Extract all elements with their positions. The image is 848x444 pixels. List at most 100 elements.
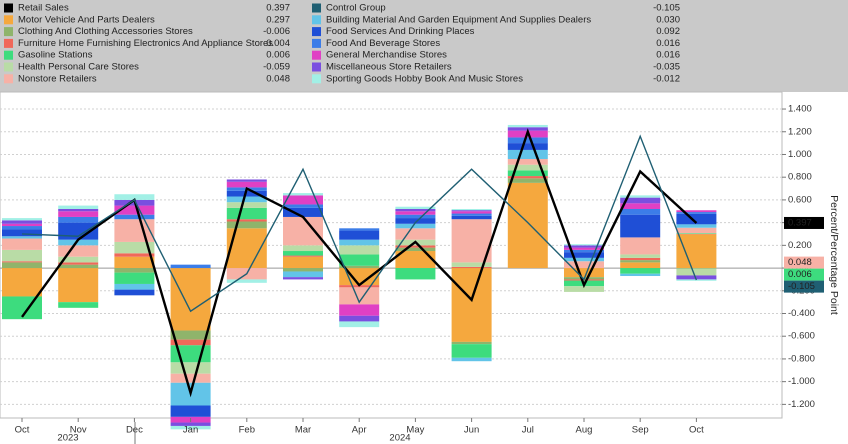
legend-swatch [312, 3, 321, 13]
bar-segment [451, 262, 492, 267]
bar-segment [226, 190, 267, 197]
bar-segment [451, 344, 492, 358]
bar-segment [507, 143, 548, 150]
legend-value: 0.016 [656, 38, 680, 49]
bar-segment [507, 159, 548, 165]
bar-segment [339, 315, 380, 322]
x-tick-label: Aug [576, 425, 593, 436]
legend-swatch [4, 62, 13, 72]
bar-segment [620, 260, 661, 263]
legend-value: -0.059 [263, 62, 290, 73]
bar-segment [620, 214, 661, 238]
bar-segment [2, 249, 42, 262]
bar-segment [339, 230, 380, 240]
bar-segment [451, 268, 492, 342]
bar-segment [564, 286, 604, 292]
bar-segment [226, 221, 267, 229]
legend-label: Retail Sales [18, 3, 69, 14]
legend-value: -0.012 [653, 73, 680, 84]
legend-swatch [4, 27, 13, 37]
bar-segment [114, 219, 155, 242]
legend-value: 0.016 [656, 50, 680, 61]
bar-segment [676, 268, 717, 269]
bar-segment [507, 149, 548, 160]
bar-segment [620, 195, 661, 198]
bar-segment [170, 339, 211, 346]
legend-swatch [312, 38, 321, 48]
bar-segment [620, 208, 661, 215]
bar-segment [226, 219, 267, 222]
bar-segment [620, 257, 661, 261]
bar-segment [451, 208, 492, 211]
value-flag-label: 0.397 [788, 217, 812, 228]
bar-segment [451, 219, 492, 263]
bar-segment [58, 256, 99, 263]
bar-segment [339, 239, 380, 246]
bar-segment [339, 304, 380, 316]
bar-segment [395, 228, 436, 240]
value-flag-label: 0.006 [788, 269, 812, 280]
bar-segment [2, 268, 42, 297]
bar-segment [507, 176, 548, 179]
bar-segment [620, 237, 661, 255]
bar-segment [283, 193, 323, 196]
bar-segment [620, 197, 661, 204]
bar-segment [283, 255, 323, 257]
bar-segment [451, 357, 492, 362]
legend-background [0, 0, 848, 92]
legend-swatch [4, 74, 13, 84]
bar-segment [395, 247, 436, 252]
bar-segment [395, 218, 436, 224]
bar-segment [2, 238, 42, 250]
x-tick-label: Feb [239, 425, 255, 436]
x-tick-label: Sep [632, 425, 649, 436]
legend-swatch [312, 27, 321, 37]
legend-label: Food Services And Drinking Places [326, 26, 475, 37]
bar-segment [2, 226, 42, 230]
legend-value: 0.092 [656, 26, 680, 37]
bar-segment [451, 215, 492, 220]
legend-swatch [312, 74, 321, 84]
bar-segment [58, 245, 99, 257]
bar-segment [2, 236, 42, 239]
x-tick-label: Jul [522, 425, 534, 436]
bar-segment [620, 268, 661, 274]
bar-segment [620, 203, 661, 209]
y-tick-label: 1.400 [788, 104, 812, 115]
y-axis-label: Percent/Percentage Point [828, 195, 840, 315]
bar-segment [564, 252, 604, 258]
value-flag [784, 268, 824, 281]
bar-segment [339, 321, 380, 328]
bar-segment [170, 264, 211, 269]
legend-label: Gasoline Stations [18, 50, 93, 61]
y-tick-label: -1.200 [788, 399, 815, 410]
bar-segment [226, 196, 267, 203]
bar-segment [2, 220, 42, 224]
y-tick-label: -1.000 [788, 376, 815, 387]
bar-segment [2, 223, 42, 227]
bar-segment [283, 216, 323, 246]
x-tick-label: Apr [352, 425, 367, 436]
bar-segment [170, 422, 211, 426]
bar-segment [451, 213, 492, 216]
y-tick-label: -0.600 [788, 331, 815, 342]
value-flag-label: 0.048 [788, 257, 812, 268]
legend-swatch [4, 15, 13, 25]
bar-segment [564, 247, 604, 250]
y-tick-label: -0.800 [788, 353, 815, 364]
bar-segment [170, 268, 211, 331]
bar-segment [170, 362, 211, 374]
bar-segment [564, 249, 604, 253]
bar-segment [2, 218, 42, 221]
bar-segment [395, 245, 436, 248]
bar-segment [395, 251, 436, 269]
bar-segment [564, 257, 604, 262]
bar-segment [114, 253, 155, 257]
bar-segment [58, 239, 99, 246]
legend-swatch [312, 50, 321, 60]
line-series [21, 134, 698, 313]
bar-segment [451, 210, 492, 212]
y-tick-label: 0.800 [788, 172, 812, 183]
bar-segment [564, 261, 604, 269]
